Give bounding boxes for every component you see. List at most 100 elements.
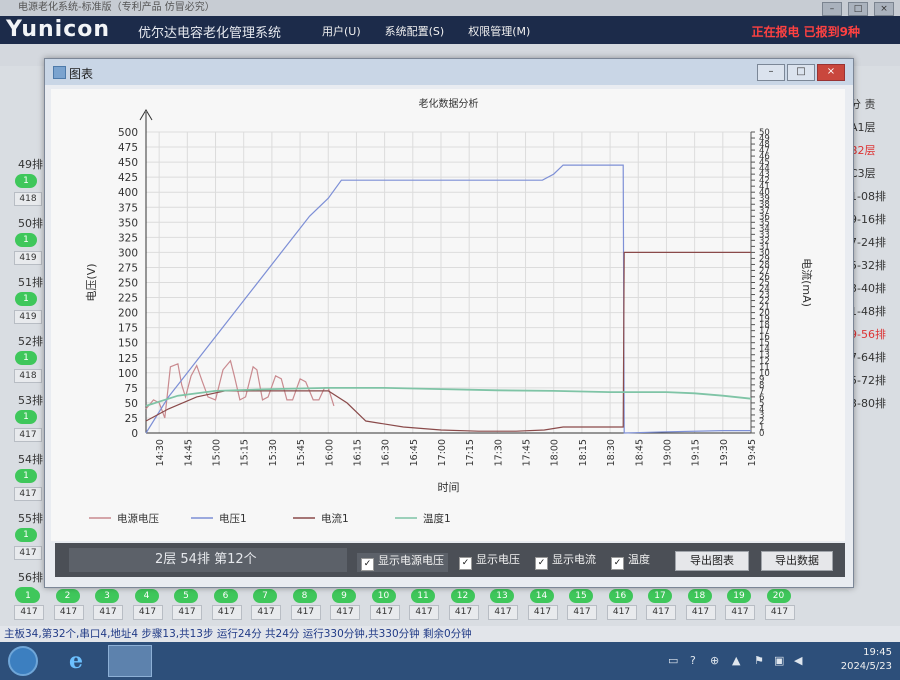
y-tick-label: 500 <box>118 127 138 139</box>
volume-icon[interactable]: ◀ <box>794 654 803 667</box>
legend-label: 电压1 <box>219 512 247 525</box>
network-icon[interactable]: ⊕ <box>710 654 720 667</box>
position-value: 417 <box>527 605 558 620</box>
position-value: 417 <box>606 605 637 620</box>
position-pill[interactable]: 11 <box>411 589 435 603</box>
layer-item[interactable]: 9-56排 <box>850 328 886 341</box>
series-line-电流1 <box>145 251 751 432</box>
row-value: 418 <box>14 369 42 383</box>
checkbox-show-supply-voltage[interactable]: ✓ 显示电源电压 <box>357 553 448 572</box>
checkbox-show-current[interactable]: ✓ 显示电流 <box>535 553 596 570</box>
layer-item[interactable]: 5-72排 <box>850 374 886 387</box>
position-value: 417 <box>53 605 84 620</box>
row-status-pill[interactable]: 1 <box>15 528 37 542</box>
position-value: 417 <box>369 605 400 620</box>
position-pill[interactable]: 5 <box>174 589 198 603</box>
chevron-up-icon[interactable]: ▲ <box>732 654 741 667</box>
position-pill[interactable]: 12 <box>450 589 475 603</box>
chart-dialog: 图表 – □ × 老化数据分析 0 25 50 75 100 125 150 175 200 225… <box>44 58 854 588</box>
y2-tick-label: 31 <box>759 242 770 252</box>
layer-item[interactable]: C3层 <box>850 167 876 180</box>
y2-tick-label: 36 <box>759 212 770 222</box>
x-tick-label: 19:30 <box>719 439 730 466</box>
app-header: Yunicon 优尔达电容老化管理系统 用户(U) 系统配置(S) 权限管理(M… <box>0 16 900 44</box>
dialog-minimize-button[interactable]: – <box>757 64 785 81</box>
clock[interactable]: 19:45 2024/5/23 <box>841 646 892 674</box>
position-pill[interactable]: 10 <box>371 589 396 603</box>
dialog-maximize-button[interactable]: □ <box>787 64 815 81</box>
layer-item[interactable]: 7-64排 <box>850 351 886 364</box>
row-status-pill[interactable]: 1 <box>15 292 37 306</box>
position-pill[interactable]: 6 <box>213 589 238 603</box>
row-status-pill[interactable]: 1 <box>15 174 37 188</box>
position-pill[interactable]: 8 <box>292 589 317 603</box>
y2-tick-label: 35 <box>759 218 770 228</box>
position-pill[interactable]: 18 <box>687 589 712 603</box>
menu-permissions[interactable]: 权限管理(M) <box>468 25 531 38</box>
flag-icon[interactable]: ⚑ <box>754 654 764 667</box>
y2-tick-label: 49 <box>759 134 770 144</box>
layer-item[interactable]: 3-40排 <box>850 282 886 295</box>
menu-system-config[interactable]: 系统配置(S) <box>384 25 445 38</box>
y-tick-label: 475 <box>118 142 138 154</box>
monitor-icon[interactable]: ▣ <box>774 654 785 667</box>
position-pill[interactable]: 3 <box>95 589 119 603</box>
start-button[interactable] <box>8 646 38 676</box>
y2-tick-label: 16 <box>759 333 770 343</box>
position-pill[interactable]: 15 <box>569 589 593 603</box>
y2-tick-label: 32 <box>759 236 770 246</box>
checkbox-label: 显示电压 <box>476 553 520 566</box>
y2-tick-label: 38 <box>759 200 770 210</box>
position-pill[interactable]: 1 <box>16 589 40 603</box>
export-data-button[interactable]: 导出数据 <box>761 551 833 571</box>
help-icon[interactable]: ? <box>690 654 696 667</box>
layer-item[interactable]: 9-16排 <box>850 213 886 226</box>
position-value: 417 <box>290 605 321 620</box>
layer-item[interactable]: 1-48排 <box>850 305 886 318</box>
position-pill[interactable]: 13 <box>490 589 514 603</box>
y-tick-label: 325 <box>118 232 138 244</box>
layer-item[interactable]: A1层 <box>850 121 876 134</box>
row-status-pill[interactable]: 1 <box>15 469 37 483</box>
row-status-pill[interactable]: 1 <box>15 410 37 424</box>
position-pill[interactable]: 20 <box>766 589 791 603</box>
y2-tick-label: 12 <box>759 357 770 367</box>
browser-icon[interactable]: e <box>69 648 83 674</box>
position-pill[interactable]: 9 <box>332 589 356 603</box>
layer-item[interactable]: 5-32排 <box>850 259 886 272</box>
y-tick-label: 425 <box>118 172 138 184</box>
close-icon[interactable]: × <box>874 2 894 16</box>
y2-tick-label: 37 <box>759 206 770 216</box>
y2-axis-label: 电流(mA) <box>800 258 814 307</box>
layer-item[interactable]: 3-80排 <box>850 397 886 410</box>
position-pill[interactable]: 4 <box>134 589 159 603</box>
layer-item[interactable]: B2层 <box>850 144 876 157</box>
check-icon: ✓ <box>459 557 472 570</box>
row-status-pill[interactable]: 1 <box>15 233 37 247</box>
minimize-icon[interactable]: – <box>822 2 842 16</box>
checkbox-temperature[interactable]: ✓ 温度 <box>611 553 650 570</box>
position-pill[interactable]: 19 <box>727 589 751 603</box>
y2-tick-label: 45 <box>759 158 770 168</box>
position-value: 417 <box>14 605 44 620</box>
maximize-icon[interactable]: □ <box>848 2 868 16</box>
row-status-pill[interactable]: 1 <box>15 351 37 365</box>
layer-item[interactable]: 1-08排 <box>850 190 886 203</box>
row-label: 53排 <box>18 394 43 407</box>
series-line-温度1 <box>145 386 752 407</box>
taskbar-app-button[interactable] <box>108 645 152 677</box>
position-pill[interactable]: 2 <box>55 589 80 603</box>
dialog-titlebar[interactable]: 图表 – □ × <box>45 59 853 85</box>
position-pill[interactable]: 14 <box>529 589 554 603</box>
dialog-close-button[interactable]: × <box>817 64 845 81</box>
row-label: 52排 <box>18 335 43 348</box>
layer-item[interactable]: 7-24排 <box>850 236 886 249</box>
y-tick-label: 0 <box>131 428 138 440</box>
position-pill[interactable]: 16 <box>608 589 633 603</box>
keyboard-icon[interactable]: ▭ <box>668 654 679 667</box>
export-chart-button[interactable]: 导出图表 <box>675 551 749 571</box>
checkbox-show-voltage[interactable]: ✓ 显示电压 <box>459 553 520 570</box>
position-pill[interactable]: 7 <box>253 589 277 603</box>
menu-user[interactable]: 用户(U) <box>322 25 361 38</box>
position-pill[interactable]: 17 <box>648 589 672 603</box>
